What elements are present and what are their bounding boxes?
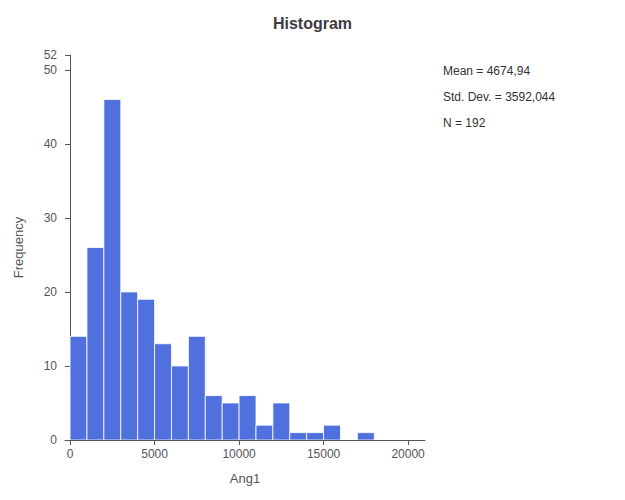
svg-text:Frequency: Frequency — [11, 216, 26, 278]
svg-text:20: 20 — [44, 285, 58, 299]
svg-text:50: 50 — [44, 63, 58, 77]
svg-text:N = 192: N = 192 — [443, 116, 486, 130]
svg-text:Std. Dev. = 3592,044: Std. Dev. = 3592,044 — [443, 90, 556, 104]
svg-text:0: 0 — [67, 447, 74, 461]
svg-text:Histogram: Histogram — [273, 15, 352, 32]
svg-text:5000: 5000 — [141, 447, 168, 461]
svg-text:20000: 20000 — [391, 447, 425, 461]
svg-text:15000: 15000 — [307, 447, 341, 461]
svg-text:0: 0 — [50, 433, 57, 447]
svg-text:40: 40 — [44, 137, 58, 151]
svg-text:Ang1: Ang1 — [230, 471, 260, 486]
svg-text:30: 30 — [44, 211, 58, 225]
svg-text:10000: 10000 — [222, 447, 256, 461]
svg-text:Mean = 4674,94: Mean = 4674,94 — [443, 64, 530, 78]
svg-text:10: 10 — [44, 359, 58, 373]
svg-text:52: 52 — [44, 48, 58, 62]
